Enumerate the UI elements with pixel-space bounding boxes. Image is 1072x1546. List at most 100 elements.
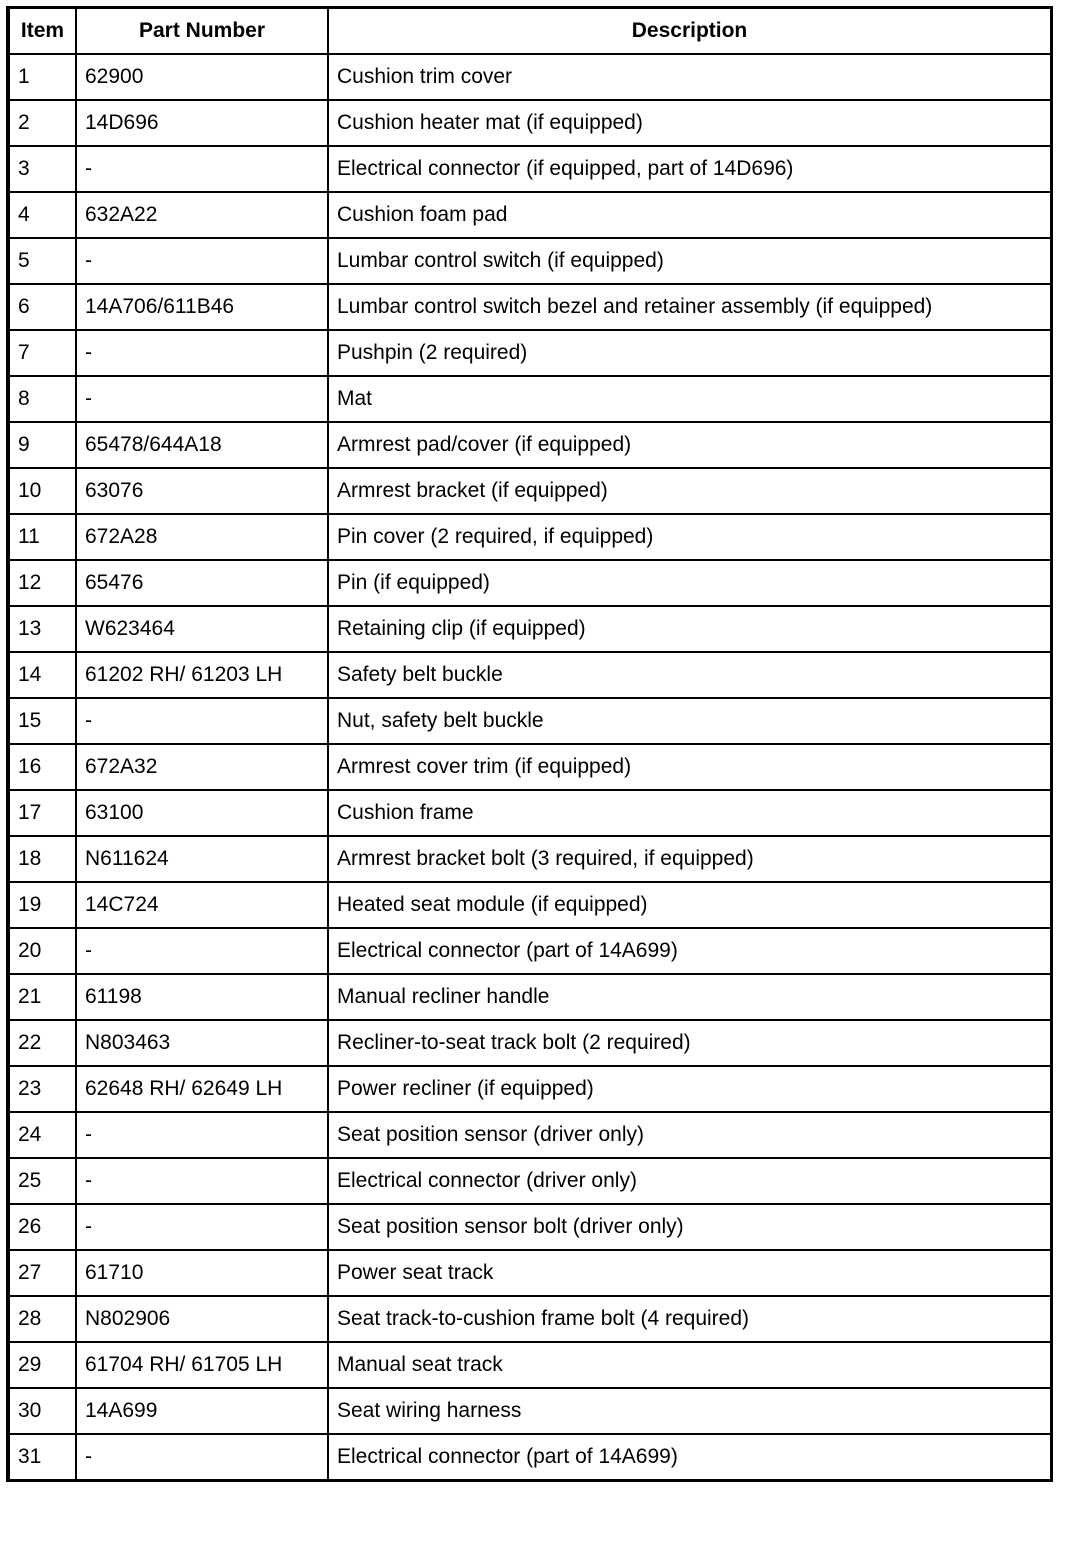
cell-description: Lumbar control switch bezel and retainer… (327, 283, 1053, 331)
table-row: 25- Electrical connector (driver only) (7, 1157, 1053, 1205)
cell-part-number: 14D696 (75, 99, 329, 147)
cell-item: 21 (7, 973, 77, 1021)
cell-item: 23 (7, 1065, 77, 1113)
table-row: 16 672A32 Armrest cover trim (if equipped) (7, 743, 1053, 791)
cell-part-number: 14A699 (75, 1387, 329, 1435)
cell-description: Armrest pad/cover (if equipped) (327, 421, 1053, 469)
cell-item: 14 (7, 651, 77, 699)
table-row: 8- Mat (7, 375, 1053, 423)
cell-description: Armrest bracket bolt (3 required, if equ… (327, 835, 1053, 883)
cell-description: Electrical connector (part of 14A699) (327, 1433, 1053, 1482)
cell-description: Seat track-to-cushion frame bolt (4 requ… (327, 1295, 1053, 1343)
cell-description: Manual seat track (327, 1341, 1053, 1389)
table-row: 30 14A699 Seat wiring harness (7, 1387, 1053, 1435)
cell-part-number: - (75, 1203, 329, 1251)
table-row: 18 N611624 Armrest bracket bolt (3 require… (7, 835, 1053, 883)
cell-description: Cushion heater mat (if equipped) (327, 99, 1053, 147)
cell-item: 24 (7, 1111, 77, 1159)
header-description: Description (327, 6, 1053, 55)
cell-description: Pin (if equipped) (327, 559, 1053, 607)
table-row: 15- Nut, safety belt buckle (7, 697, 1053, 745)
cell-part-number: 61202 RH/ 61203 LH (75, 651, 329, 699)
header-row: Item Part Number Description (7, 6, 1053, 55)
cell-part-number: 62900 (75, 53, 329, 101)
cell-part-number: N802906 (75, 1295, 329, 1343)
cell-description: Power seat track (327, 1249, 1053, 1297)
cell-part-number: 14A706/611B46 (75, 283, 329, 331)
cell-description: Seat wiring harness (327, 1387, 1053, 1435)
cell-item: 16 (7, 743, 77, 791)
cell-part-number: W623464 (75, 605, 329, 653)
cell-part-number: - (75, 1433, 329, 1482)
cell-item: 22 (7, 1019, 77, 1067)
cell-item: 5 (7, 237, 77, 285)
cell-part-number: 61704 RH/ 61705 LH (75, 1341, 329, 1389)
cell-part-number: - (75, 145, 329, 193)
cell-description: Cushion foam pad (327, 191, 1053, 239)
cell-part-number: 61710 (75, 1249, 329, 1297)
table-row: 13 W623464 Retaining clip (if equipped) (7, 605, 1053, 653)
cell-part-number: 632A22 (75, 191, 329, 239)
cell-description: Pin cover (2 required, if equipped) (327, 513, 1053, 561)
cell-description: Electrical connector (if equipped, part … (327, 145, 1053, 193)
cell-item: 19 (7, 881, 77, 929)
table-row: 19 14C724 Heated seat module (if equipped) (7, 881, 1053, 929)
cell-part-number: 63076 (75, 467, 329, 515)
cell-description: Electrical connector (part of 14A699) (327, 927, 1053, 975)
cell-item: 30 (7, 1387, 77, 1435)
table-row: 21 61198 Manual recliner handle (7, 973, 1053, 1021)
cell-part-number: 61198 (75, 973, 329, 1021)
table-row: 9 65478/644A18 Armrest pad/cover (if equip… (7, 421, 1053, 469)
cell-item: 18 (7, 835, 77, 883)
cell-description: Lumbar control switch (if equipped) (327, 237, 1053, 285)
cell-item: 28 (7, 1295, 77, 1343)
cell-item: 12 (7, 559, 77, 607)
table-body: 1 62900 Cushion trim cover 2 14D696 Cushion h… (7, 53, 1053, 1482)
cell-item: 15 (7, 697, 77, 745)
cell-description: Armrest bracket (if equipped) (327, 467, 1053, 515)
table-row: 4 632A22 Cushion foam pad (7, 191, 1053, 239)
table-row: 23 62648 RH/ 62649 LH Power recliner (if e… (7, 1065, 1053, 1113)
cell-description: Cushion frame (327, 789, 1053, 837)
header-item: Item (7, 6, 77, 55)
cell-part-number: 672A28 (75, 513, 329, 561)
table-row: 1 62900 Cushion trim cover (7, 53, 1053, 101)
cell-description: Manual recliner handle (327, 973, 1053, 1021)
cell-description: Power recliner (if equipped) (327, 1065, 1053, 1113)
cell-description: Seat position sensor bolt (driver only) (327, 1203, 1053, 1251)
table-row: 29 61704 RH/ 61705 LH Manual seat track (7, 1341, 1053, 1389)
cell-part-number: 65476 (75, 559, 329, 607)
table-row: 27 61710 Power seat track (7, 1249, 1053, 1297)
cell-description: Recliner-to-seat track bolt (2 required) (327, 1019, 1053, 1067)
cell-description: Cushion trim cover (327, 53, 1053, 101)
cell-item: 9 (7, 421, 77, 469)
table-row: 3- Electrical connector (if equipped, par… (7, 145, 1053, 193)
cell-part-number: - (75, 329, 329, 377)
cell-part-number: 65478/644A18 (75, 421, 329, 469)
table-row: 17 63100 Cushion frame (7, 789, 1053, 837)
cell-description: Safety belt buckle (327, 651, 1053, 699)
table-row: 26- Seat position sensor bolt (driver onl… (7, 1203, 1053, 1251)
cell-description: Electrical connector (driver only) (327, 1157, 1053, 1205)
cell-part-number: 62648 RH/ 62649 LH (75, 1065, 329, 1113)
cell-part-number: - (75, 1157, 329, 1205)
cell-part-number: 672A32 (75, 743, 329, 791)
cell-item: 3 (7, 145, 77, 193)
table-row: 24- Seat position sensor (driver only) (7, 1111, 1053, 1159)
cell-item: 31 (7, 1433, 77, 1482)
cell-part-number: - (75, 1111, 329, 1159)
table-row: 10 63076 Armrest bracket (if equipped) (7, 467, 1053, 515)
cell-part-number: N803463 (75, 1019, 329, 1067)
table-row: 6 14A706/611B46 Lumbar control switch beze… (7, 283, 1053, 331)
cell-part-number: 14C724 (75, 881, 329, 929)
cell-item: 25 (7, 1157, 77, 1205)
cell-item: 8 (7, 375, 77, 423)
cell-item: 1 (7, 53, 77, 101)
table-row: 20- Electrical connector (part of 14A699) (7, 927, 1053, 975)
cell-item: 2 (7, 99, 77, 147)
parts-table: Item Part Number Description 1 62900 Cushi… (6, 6, 1053, 1482)
cell-part-number: N611624 (75, 835, 329, 883)
cell-part-number: 63100 (75, 789, 329, 837)
cell-item: 6 (7, 283, 77, 331)
header-part-number: Part Number (75, 6, 329, 55)
